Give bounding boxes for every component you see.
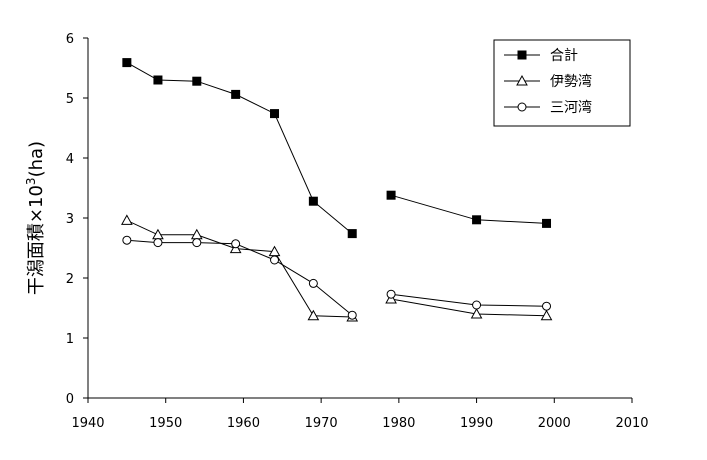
y-tick-label: 4 (66, 152, 74, 167)
data-point (231, 239, 241, 249)
data-point (153, 75, 163, 85)
x-tick-label: 1980 (382, 416, 415, 431)
y-tick-label: 3 (66, 212, 74, 227)
x-tick-label: 2000 (538, 416, 571, 431)
data-point (122, 58, 132, 68)
series-1 (122, 58, 552, 239)
data-point (270, 109, 280, 119)
series-line (390, 298, 547, 317)
y-tick-label: 5 (66, 92, 74, 107)
series-3 (122, 235, 552, 320)
axes: 0 1 2 3 4 5 6 1940 1950 1960 1970 1980 1990 2000 2010 (66, 32, 649, 431)
legend-label: 伊勢湾 (550, 73, 592, 90)
data-point (122, 235, 132, 245)
x-tick-label: 1990 (460, 416, 493, 431)
legend-item: 伊勢湾 (504, 73, 592, 90)
y-axis-label-main: 干潟面積×10 (26, 185, 47, 295)
data-point (231, 89, 241, 99)
data-point (542, 218, 552, 228)
y-tick-label: 0 (66, 392, 74, 407)
data-point (386, 289, 396, 299)
series-line (390, 194, 547, 224)
data-point (472, 215, 482, 225)
x-tick-label: 2010 (615, 416, 648, 431)
data-point (347, 229, 357, 239)
series-line (126, 62, 353, 234)
legend-marker (517, 102, 527, 112)
data-point (308, 196, 318, 206)
x-tick-label: 1960 (227, 416, 260, 431)
y-axis-label: 干潟面積×103(ha) (24, 141, 47, 295)
legend-item: 合計 (504, 48, 578, 64)
y-axis-label-unit: (ha) (26, 141, 47, 177)
y-tick-label: 2 (66, 272, 74, 287)
x-tick-label: 1940 (71, 416, 104, 431)
data-point (386, 190, 396, 200)
x-tick-label: 1950 (149, 416, 182, 431)
data-point (307, 309, 320, 321)
legend-marker (517, 50, 527, 60)
x-tick-label: 1970 (305, 416, 338, 431)
legend-label: 合計 (550, 48, 578, 64)
data-point (542, 301, 552, 311)
data-point (470, 307, 483, 319)
data-point (270, 255, 280, 265)
data-point (347, 310, 357, 320)
series-layer (121, 58, 553, 322)
data-point (192, 238, 202, 248)
data-point (472, 300, 482, 310)
data-point (308, 278, 318, 288)
y-tick-label: 1 (66, 332, 74, 347)
data-point (153, 238, 163, 248)
legend-label: 三河湾 (550, 99, 592, 116)
data-point (540, 309, 553, 321)
y-axis-label-superscript: 3 (24, 177, 38, 185)
series-line (391, 293, 547, 307)
data-point (192, 76, 202, 86)
data-point (121, 214, 133, 225)
legend-item: 三河湾 (504, 99, 592, 116)
y-tick-label: 6 (66, 32, 74, 47)
legend-marker (516, 74, 528, 86)
legend-box (493, 39, 631, 127)
